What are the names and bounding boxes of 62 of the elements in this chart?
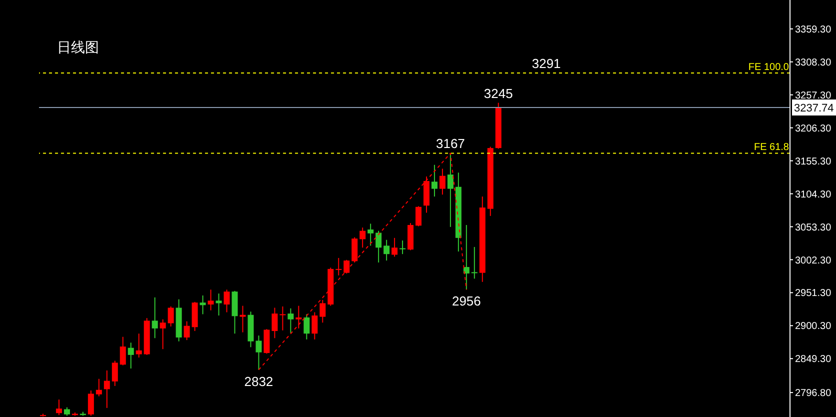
text: 日线图 <box>57 39 99 55</box>
ref-line-label: 3237.74 <box>794 102 834 114</box>
y-tick-label: 3002.30 <box>795 255 832 266</box>
candlestick <box>304 314 310 340</box>
candlestick <box>208 289 214 311</box>
candlestick <box>439 168 446 196</box>
candlestick <box>400 240 406 255</box>
candlestick <box>56 399 62 416</box>
candlestick <box>392 237 398 258</box>
candlestick <box>96 378 102 397</box>
candlestick <box>272 307 278 339</box>
candlestick <box>152 296 158 339</box>
candlestick <box>264 328 270 354</box>
annotation: 2956 <box>452 294 481 309</box>
candlestick <box>200 294 206 315</box>
ref-line-label: FE 61.8 <box>754 142 790 154</box>
y-tick-label: 3104.30 <box>795 189 832 200</box>
candlestick <box>463 224 470 290</box>
candlestick <box>368 223 374 246</box>
candlestick <box>120 336 126 366</box>
y-tick-label: 2951.30 <box>795 288 832 300</box>
annotation: 3291 <box>532 56 561 72</box>
annotation: 3167 <box>436 136 465 152</box>
candlestick <box>431 164 438 198</box>
y-tick-label: 2900.30 <box>795 321 832 332</box>
candlestick <box>288 308 294 334</box>
candlestick <box>376 230 382 263</box>
candlestick <box>216 293 222 316</box>
candlestick <box>471 246 478 280</box>
candlestick <box>320 299 326 324</box>
y-tick-label: 3308.30 <box>795 57 832 68</box>
candlestick <box>168 306 174 327</box>
candlestick <box>184 320 190 341</box>
candlestick <box>136 333 142 358</box>
candlestick <box>344 259 350 274</box>
candlestick <box>160 318 166 350</box>
candlestick <box>312 312 318 340</box>
candlestick <box>128 342 134 370</box>
annotation: 2832 <box>244 374 274 389</box>
candlestick <box>240 305 246 333</box>
candlestick <box>447 152 454 228</box>
y-tick-label: 2796.80 <box>795 388 832 400</box>
candlestick <box>88 390 94 416</box>
y-tick-label: 3206.30 <box>795 123 832 134</box>
candlestick <box>104 370 110 408</box>
candlestick <box>416 206 422 227</box>
candlestick <box>384 239 390 262</box>
candlestick <box>352 236 358 263</box>
candlestick <box>256 335 262 370</box>
y-tick-label: 3257.30 <box>795 90 832 102</box>
candlestick <box>280 306 286 331</box>
y-tick-label: 2849.30 <box>795 354 832 366</box>
y-tick-label: 3155.30 <box>795 156 832 168</box>
candlestick <box>112 360 118 386</box>
candlestick <box>224 289 230 313</box>
y-tick-label: 3359.30 <box>795 24 832 36</box>
candlestick <box>296 305 302 329</box>
annotation: 3245 <box>484 86 513 101</box>
ref-line-label: FE 100.0 <box>748 62 790 74</box>
y-tick-label: 3053.30 <box>795 222 832 234</box>
candlestick <box>336 257 342 276</box>
candlestick <box>360 227 366 248</box>
